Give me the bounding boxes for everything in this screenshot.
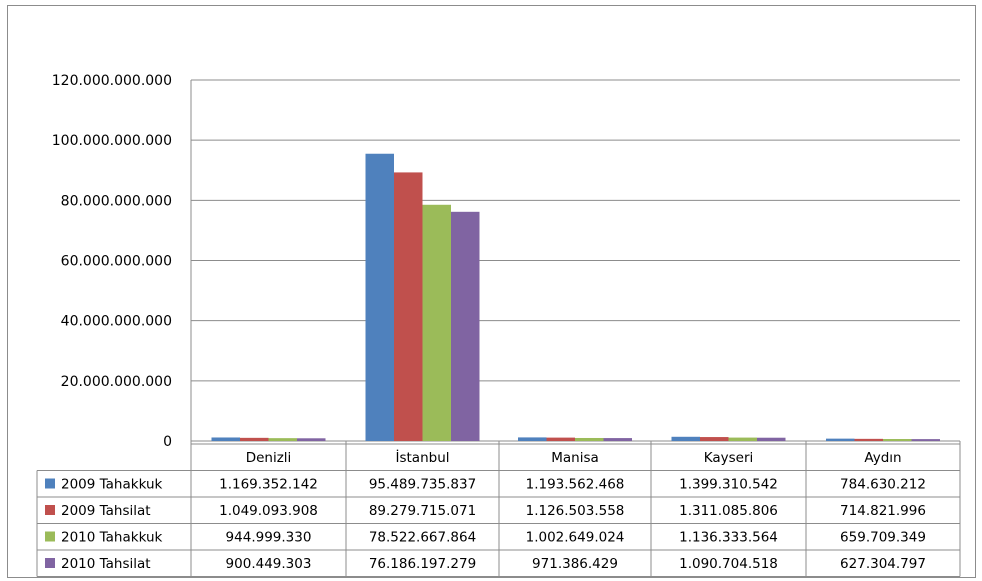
y-tick-label: 20.000.000.000 — [61, 374, 172, 390]
data-value-label: 900.449.303 — [226, 556, 312, 572]
legend-swatch — [45, 478, 55, 489]
data-value-label: 95.489.735.837 — [369, 477, 476, 493]
legend-swatch — [45, 558, 55, 568]
category-label: Denizli — [246, 450, 292, 466]
bar — [451, 211, 480, 441]
data-value-label: 1.399.310.542 — [679, 477, 778, 493]
data-value-label: 89.279.715.071 — [369, 503, 476, 519]
data-value-label: 1.193.562.468 — [526, 477, 625, 493]
y-tick-label: 40.000.000.000 — [61, 314, 172, 330]
data-value-label: 1.049.093.908 — [219, 503, 318, 519]
data-value-label: 627.304.797 — [840, 556, 926, 572]
data-value-label: 971.386.429 — [532, 556, 618, 572]
data-value-label: 1.090.704.518 — [679, 556, 778, 572]
y-tick-label: 120.000.000.000 — [52, 73, 172, 89]
data-value-label: 1.311.085.806 — [679, 503, 778, 519]
category-label: Aydın — [864, 450, 901, 466]
bar — [671, 436, 700, 441]
data-value-label: 714.821.996 — [840, 503, 926, 519]
data-value-label: 944.999.330 — [226, 530, 312, 546]
y-tick-label: 100.000.000.000 — [52, 133, 172, 149]
bar — [394, 172, 423, 441]
y-tick-label: 80.000.000.000 — [61, 193, 172, 209]
bar — [365, 153, 394, 441]
category-label: Manisa — [551, 450, 599, 466]
bar — [422, 204, 451, 441]
y-tick-label: 0 — [163, 434, 172, 450]
data-value-label: 78.522.667.864 — [369, 530, 476, 546]
bar — [854, 438, 883, 441]
data-value-label: 659.709.349 — [840, 530, 926, 546]
data-value-label: 1.126.503.558 — [526, 503, 625, 519]
bar — [826, 438, 855, 441]
bar — [240, 437, 269, 441]
bar — [728, 437, 757, 441]
legend-swatch — [45, 531, 55, 542]
bar — [603, 438, 632, 441]
bar — [911, 439, 940, 441]
legend-label: 2009 Tahsilat — [61, 503, 151, 519]
data-value-label: 1.002.649.024 — [526, 530, 625, 546]
category-label: İstanbul — [395, 448, 449, 466]
data-value-label: 76.186.197.279 — [369, 556, 476, 572]
category-label: Kayseri — [704, 450, 754, 466]
chart-frame — [7, 5, 976, 578]
legend-label: 2009 Tahakkuk — [61, 477, 163, 493]
bar — [297, 438, 326, 441]
data-value-label: 784.630.212 — [840, 477, 926, 493]
data-value-label: 1.169.352.142 — [219, 477, 318, 493]
bar — [518, 437, 547, 441]
bar — [883, 439, 912, 441]
y-tick-label: 60.000.000.000 — [61, 254, 172, 270]
legend-label: 2010 Tahsilat — [61, 556, 151, 572]
bar — [700, 437, 729, 441]
legend-swatch — [45, 505, 55, 515]
bar — [268, 438, 297, 441]
legend-label: 2010 Tahakkuk — [61, 530, 163, 546]
bar — [546, 437, 575, 441]
bar — [575, 437, 604, 441]
bar — [757, 437, 786, 441]
bar — [211, 437, 240, 441]
data-value-label: 1.136.333.564 — [679, 530, 778, 546]
